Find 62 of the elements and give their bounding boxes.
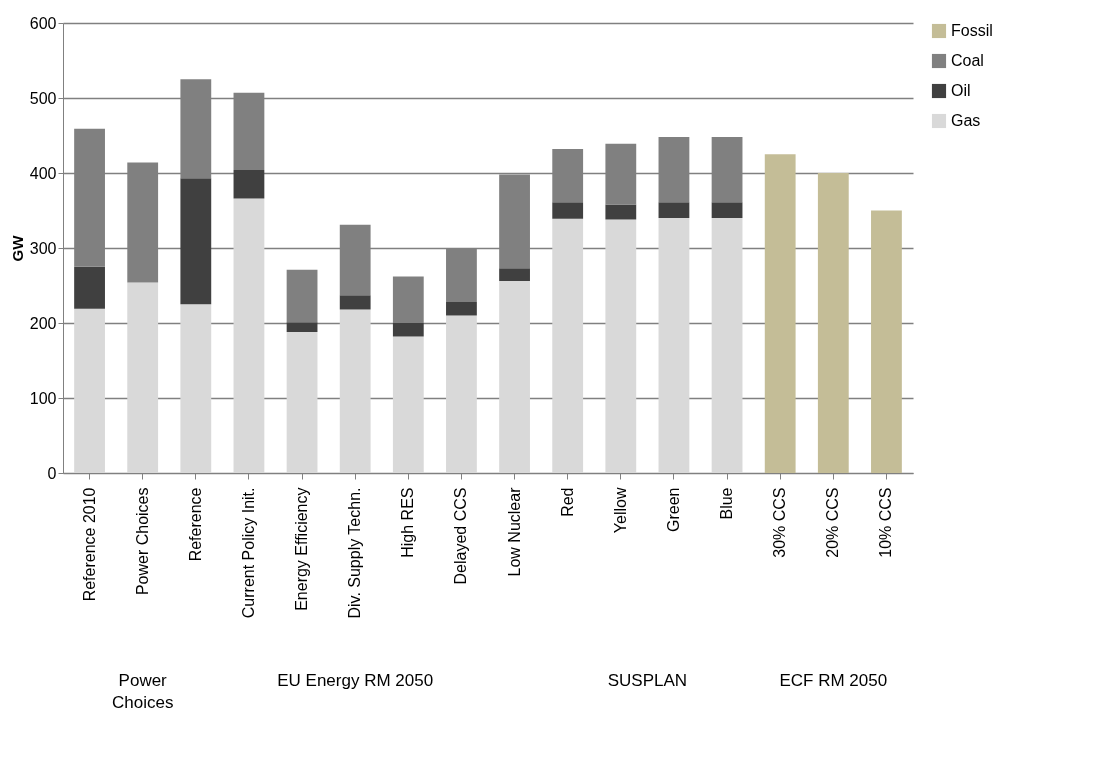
x-tick-label: Reference 2010 xyxy=(80,487,98,602)
bar xyxy=(233,198,265,473)
bar xyxy=(446,302,477,316)
x-tick-label: Current Policy Init. xyxy=(239,487,257,619)
x-tick-label: Energy Efficiency xyxy=(293,487,311,611)
x-tick-label: High RES xyxy=(399,487,417,558)
x-tick-label: Blue xyxy=(718,487,736,520)
bar xyxy=(74,308,105,473)
bar xyxy=(180,178,212,305)
bar xyxy=(499,268,530,281)
bar xyxy=(286,322,318,332)
text: SUSPLAN xyxy=(607,671,688,690)
bar xyxy=(446,315,477,473)
x-tick-label: Yellow xyxy=(611,487,629,534)
x-tick-label: 10% CCS xyxy=(877,487,895,558)
bar xyxy=(392,323,424,337)
y-tick-label: 400 xyxy=(29,164,57,182)
legend-label: Oil xyxy=(951,82,971,99)
bar xyxy=(817,173,849,473)
bar xyxy=(605,204,637,220)
bar xyxy=(764,154,796,473)
text: Power Choices xyxy=(111,671,174,712)
bar xyxy=(499,281,530,473)
x-tick-label: Low Nuclear xyxy=(505,486,523,577)
y-tick-label: 500 xyxy=(29,89,57,107)
bar xyxy=(286,332,318,473)
bar xyxy=(658,218,690,473)
bar xyxy=(392,336,424,473)
bar xyxy=(711,202,743,218)
bar xyxy=(180,304,212,473)
legend-label: Coal xyxy=(951,52,984,69)
x-tick-label: 30% CCS xyxy=(771,487,789,558)
x-tick-label: Reference xyxy=(186,487,204,562)
y-axis-title: GW xyxy=(8,234,26,262)
bar xyxy=(552,202,584,219)
bar xyxy=(658,202,690,218)
text: ECF RM 2050 xyxy=(779,671,888,690)
y-tick-label: 200 xyxy=(29,314,57,332)
bar xyxy=(871,210,902,473)
x-tick-label: Green xyxy=(664,487,682,532)
legend-label: Gas xyxy=(951,112,981,129)
bar xyxy=(127,282,159,473)
bar xyxy=(233,170,265,199)
y-tick-label: 600 xyxy=(29,14,57,32)
bar xyxy=(74,266,105,309)
bar xyxy=(605,219,637,473)
x-tick-label: Delayed CCS xyxy=(452,487,470,585)
bar xyxy=(711,218,743,473)
y-tick-label: 300 xyxy=(29,239,57,257)
y-tick-label: 0 xyxy=(47,464,57,482)
legend-label: Fossil xyxy=(951,22,993,39)
bar xyxy=(339,309,371,473)
bar xyxy=(339,295,371,310)
bar xyxy=(552,218,584,473)
x-tick-label: 20% CCS xyxy=(824,487,842,558)
y-tick-label: 100 xyxy=(29,389,57,407)
x-tick-label: Power Choices xyxy=(133,487,151,596)
text: EU Energy RM 2050 xyxy=(277,671,434,690)
bar xyxy=(392,276,424,323)
bar xyxy=(286,269,318,323)
x-tick-label: Red xyxy=(558,487,576,517)
x-tick-label: Div. Supply Techn. xyxy=(346,487,364,619)
